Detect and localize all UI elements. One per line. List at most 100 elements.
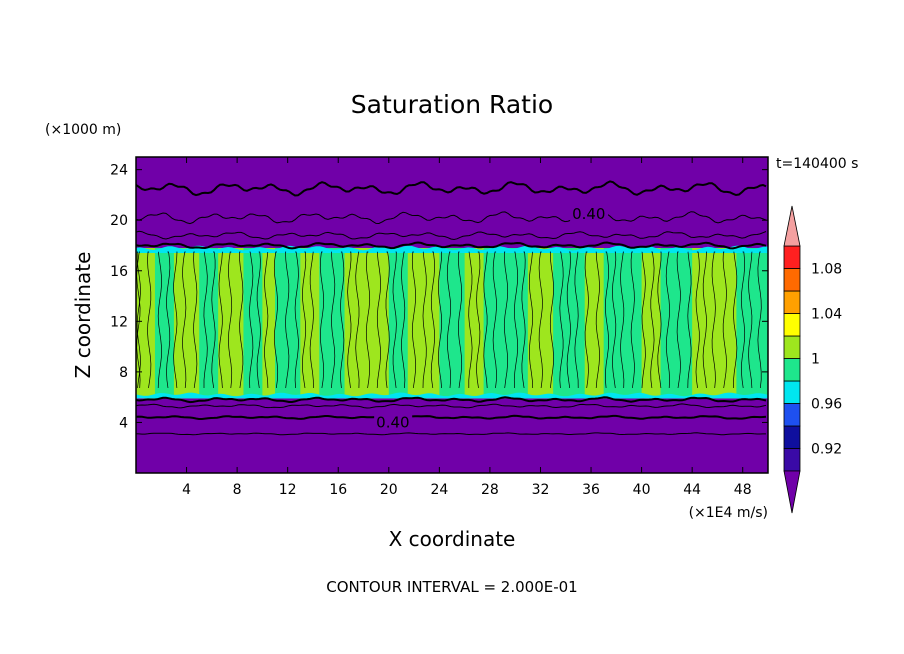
colorbar-bin — [783, 358, 801, 382]
contour-line — [218, 251, 223, 389]
contour-line — [285, 251, 290, 389]
contour-label-bg — [570, 204, 609, 222]
contour-line — [136, 414, 767, 420]
contour-line — [136, 180, 767, 197]
x-tick-label: 24 — [430, 482, 448, 498]
contour-line — [528, 251, 534, 389]
cloud-bottom-fringe — [136, 392, 768, 399]
contour-line — [559, 251, 564, 389]
contour-line — [676, 251, 681, 389]
y-tick-label: 16 — [110, 264, 128, 280]
contour-line — [136, 396, 767, 404]
colorbar-tick-label: 1.04 — [811, 307, 842, 323]
colorbar: 0.92 0.96 1 1.04 1.08 — [783, 205, 842, 514]
contour-line — [302, 251, 307, 389]
contour-line — [566, 251, 571, 389]
y-axis-label: Z coordinate — [71, 252, 95, 379]
contour-line — [182, 251, 187, 389]
contour-line — [136, 230, 767, 241]
contour-line — [538, 251, 543, 389]
contour-line — [574, 251, 579, 389]
x-tick-label: 16 — [329, 482, 347, 498]
contour-line — [331, 251, 336, 389]
contour-line — [309, 251, 314, 389]
y-tick-label: 12 — [110, 314, 128, 330]
contour-line — [157, 251, 162, 389]
contour-line — [584, 251, 589, 389]
contour-line — [136, 211, 767, 225]
contour-line — [347, 251, 352, 389]
contour-line — [748, 251, 753, 389]
x-axis-label: X coordinate — [389, 527, 516, 551]
colorbar-bin — [783, 268, 801, 292]
contour-line — [740, 251, 746, 389]
colorbar-tick-label: 1 — [811, 352, 820, 368]
contour-line — [239, 251, 244, 389]
contour-line — [604, 251, 610, 389]
y-tick-label: 4 — [119, 415, 128, 431]
cloud-column — [464, 248, 485, 399]
colorbar-bin — [783, 425, 801, 449]
cloud-column — [300, 248, 320, 399]
cloud-column — [584, 248, 605, 399]
cloud-columns — [136, 248, 768, 399]
contour-line — [355, 251, 360, 389]
contour-line — [411, 251, 417, 389]
contour-line — [492, 251, 497, 389]
contour-line — [650, 251, 655, 389]
x-units-label: (×1E4 m/s) — [689, 505, 768, 521]
y-tick-label: 20 — [110, 213, 128, 229]
colorbar-tick-label: 1.08 — [811, 262, 842, 278]
contour-label: 0.40 — [376, 413, 409, 431]
x-tick-label: 28 — [481, 482, 499, 498]
contour-line — [722, 251, 727, 389]
contour-line — [211, 251, 216, 389]
contour-line — [457, 251, 463, 389]
contour-line — [446, 251, 452, 389]
contour-labels: 0.40 0.40 — [374, 204, 609, 431]
contour-line — [503, 251, 509, 389]
contour-line — [630, 251, 635, 389]
contour-line — [228, 251, 233, 389]
contour-line — [136, 251, 141, 389]
y-axis: 4 8 12 16 20 24 — [110, 163, 768, 431]
colorbar-bin — [783, 448, 801, 472]
plot-area — [136, 157, 768, 473]
contour-line — [430, 251, 435, 389]
contour-line — [657, 251, 662, 389]
contour-line — [365, 251, 371, 389]
plot-frame — [135, 156, 769, 474]
contour-line — [147, 251, 152, 389]
contour-line — [549, 251, 554, 389]
cloud-column — [439, 248, 466, 399]
contour-line — [702, 251, 707, 389]
contour-line — [757, 251, 762, 389]
contour-line — [422, 251, 427, 389]
contour-line — [136, 432, 766, 436]
contour-line — [695, 251, 700, 389]
x-tick-label: 12 — [279, 482, 297, 498]
contour-line — [319, 251, 325, 389]
x-tick-label: 32 — [532, 482, 550, 498]
contour-line — [687, 251, 692, 389]
x-tick-label: 40 — [633, 482, 651, 498]
contour-line — [256, 251, 261, 389]
contour-line — [203, 251, 208, 389]
contour-line — [665, 251, 670, 389]
x-tick-label: 20 — [380, 482, 398, 498]
y-tick-label: 24 — [110, 163, 128, 179]
cloud-column — [154, 248, 175, 399]
contour-line — [521, 251, 526, 389]
colorbar-under-arrow — [783, 470, 801, 514]
cloud-column — [173, 248, 200, 399]
contour-line — [641, 251, 646, 389]
contour-line — [401, 251, 406, 389]
colorbar-tick-label: 0.92 — [811, 442, 842, 458]
colorbar-bin — [783, 290, 801, 314]
time-label: t=140400 s — [776, 156, 858, 172]
contour-line — [612, 251, 617, 389]
contour-line — [173, 251, 178, 389]
colorbar-tick-label: 0.96 — [811, 397, 842, 413]
contour-line — [249, 251, 254, 389]
